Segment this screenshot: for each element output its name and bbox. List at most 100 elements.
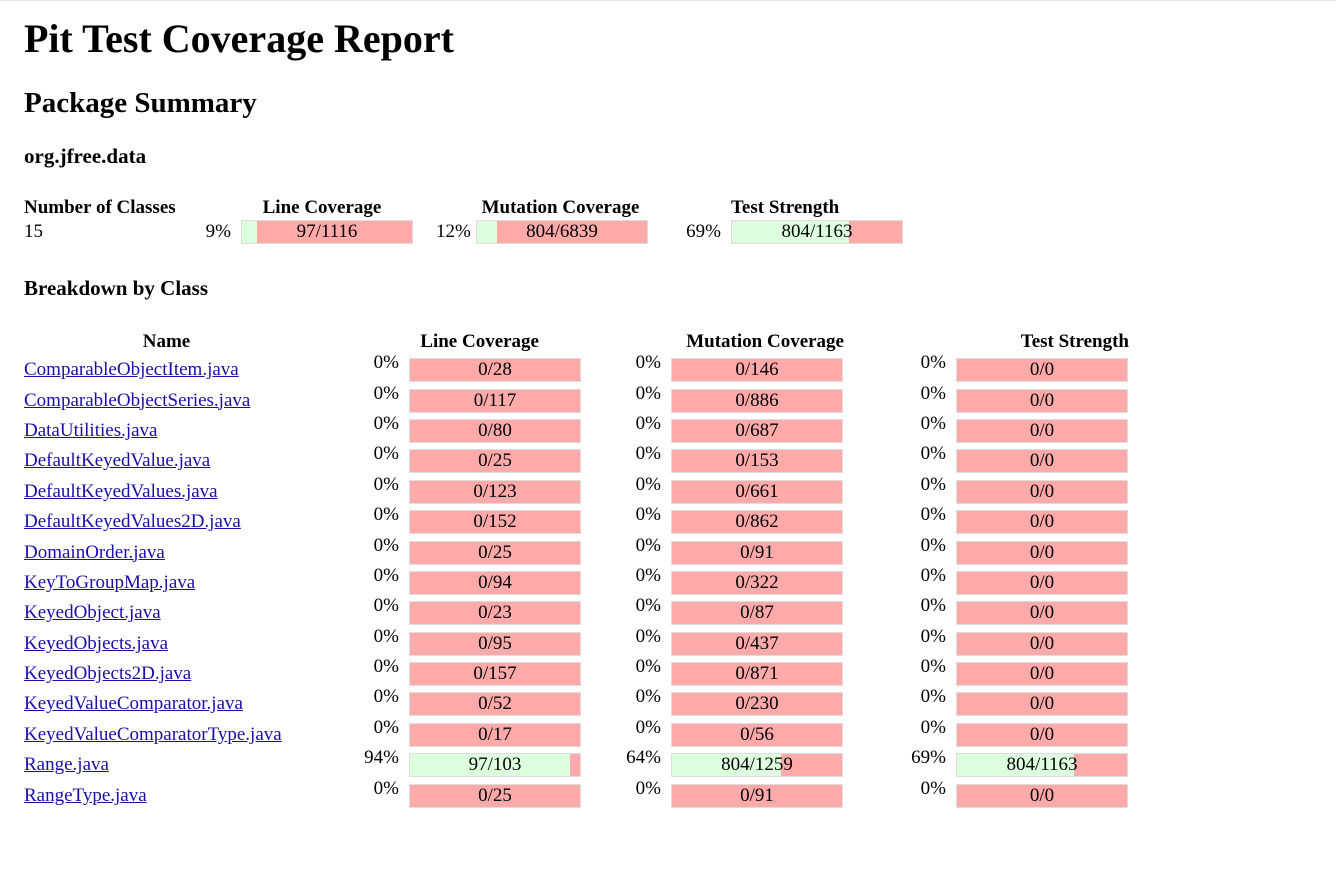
class-strength-pct: 0% [920, 412, 946, 434]
class-strength-bar: 0/0 [956, 540, 1128, 565]
class-line-label: 0/157 [473, 663, 517, 685]
class-mutation-label: 0/146 [735, 359, 779, 381]
class-mutation-pct: 0% [635, 686, 661, 708]
class-line-pct: 0% [373, 473, 399, 495]
class-line-label: 0/94 [478, 571, 512, 593]
class-strength-cell: 0% 0/0 [874, 595, 1187, 628]
class-line-cell: 0% 0/123 [309, 473, 589, 507]
class-link[interactable]: DataUtilities.java [24, 419, 158, 441]
class-link[interactable]: DefaultKeyedValues2D.java [24, 511, 241, 533]
class-line-label: 0/17 [478, 723, 512, 745]
class-strength-cell: 0% 0/0 [874, 535, 1187, 567]
class-strength-label: 0/0 [1029, 389, 1055, 411]
class-mutation-pct: 0% [635, 777, 661, 799]
summary-strength-cell: 69% 804/1163 [686, 219, 961, 245]
class-mutation-bar: 0/91 [671, 783, 843, 808]
class-line-bar: 0/52 [409, 692, 581, 717]
summary-strength-pct: 69% [686, 221, 721, 242]
class-mutation-pct: 0% [635, 504, 661, 526]
class-mutation-pct: 0% [635, 473, 661, 495]
class-strength-cell: 0% 0/0 [874, 412, 1187, 446]
class-line-cell: 0% 0/28 [309, 352, 589, 385]
class-link[interactable]: Range.java [24, 754, 109, 776]
summary-mutation-pct: 12% [436, 221, 471, 242]
breakdown-title: Breakdown by Class [24, 276, 208, 300]
class-link[interactable]: KeyedValueComparatorType.java [24, 723, 282, 745]
class-line-bar: 0/152 [409, 510, 581, 535]
class-line-pct: 0% [373, 777, 399, 799]
class-strength-bar: 0/0 [956, 722, 1128, 747]
class-line-label: 0/152 [473, 511, 517, 533]
class-line-cell: 0% 0/52 [309, 686, 589, 719]
class-strength-bar: 0/0 [956, 631, 1128, 656]
class-line-cell: 0% 0/25 [309, 443, 589, 476]
class-mutation-label: 0/871 [735, 663, 779, 685]
table-row: ComparableObjectSeries.java 0% 0/117 0% 0/88… [24, 383, 1187, 415]
class-mutation-pct: 0% [635, 595, 661, 617]
class-link[interactable]: KeyedObject.java [24, 602, 161, 624]
class-line-bar: 0/94 [409, 570, 581, 595]
class-name-cell: DefaultKeyedValues.java [24, 477, 309, 507]
class-line-fill [410, 754, 570, 777]
class-mutation-label: 0/437 [735, 632, 779, 654]
class-link[interactable]: KeyedObjects.java [24, 632, 169, 654]
class-mutation-label: 0/322 [735, 571, 779, 593]
class-line-label: 0/25 [478, 450, 512, 472]
class-mutation-label: 0/56 [740, 723, 774, 745]
class-mutation-cell: 0% 0/56 [589, 717, 874, 750]
class-mutation-label: 0/153 [735, 450, 779, 472]
header-test-strength: Test Strength [731, 197, 840, 218]
class-mutation-label: 0/91 [740, 541, 774, 563]
class-mutation-cell: 0% 0/886 [589, 383, 874, 415]
class-link[interactable]: KeyedObjects2D.java [24, 663, 192, 685]
class-strength-bar: 0/0 [956, 510, 1128, 535]
class-strength-pct: 0% [920, 564, 946, 586]
class-link[interactable]: DefaultKeyedValue.java [24, 450, 211, 472]
summary-mutation-bar: 804/6839 [476, 220, 648, 244]
class-line-pct: 0% [373, 352, 399, 374]
table-row: RangeType.java 0% 0/25 0% 0/91 0% 0/0 [24, 777, 1187, 810]
class-mutation-bar: 804/1259 [671, 753, 843, 778]
class-link[interactable]: KeyedValueComparator.java [24, 693, 243, 715]
class-line-bar: 0/25 [409, 783, 581, 808]
class-link[interactable]: DomainOrder.java [24, 541, 165, 563]
class-line-cell: 0% 0/17 [309, 717, 589, 750]
class-mutation-pct: 0% [635, 656, 661, 678]
class-mutation-bar: 0/687 [671, 418, 843, 443]
summary-mutation-label: 804/6839 [526, 221, 598, 242]
class-strength-label: 804/1163 [1006, 754, 1078, 776]
class-strength-label: 0/0 [1029, 571, 1055, 593]
class-strength-pct: 0% [920, 777, 946, 799]
table-row: Range.java 94% 97/103 64% 804/1259 69% 804/116… [24, 747, 1187, 780]
class-mutation-pct: 0% [635, 625, 661, 647]
class-strength-bar: 0/0 [956, 692, 1128, 717]
class-line-pct: 0% [373, 625, 399, 647]
table-row: KeyedObjects2D.java 0% 0/157 0% 0/871 0% 0/0 [24, 656, 1187, 689]
class-mutation-pct: 64% [626, 747, 661, 769]
header-number-of-classes: Number of Classes [24, 197, 176, 218]
class-name-cell: DefaultKeyedValue.java [24, 446, 309, 476]
class-strength-label: 0/0 [1029, 359, 1055, 381]
table-row: DefaultKeyedValue.java 0% 0/25 0% 0/153 0% 0/0 [24, 443, 1187, 476]
class-mutation-label: 804/1259 [721, 754, 793, 776]
class-link[interactable]: RangeType.java [24, 784, 147, 806]
class-mutation-pct: 0% [635, 534, 661, 556]
class-link[interactable]: ComparableObjectItem.java [24, 359, 239, 381]
class-link[interactable]: DefaultKeyedValues.java [24, 480, 218, 502]
class-line-cell: 0% 0/25 [309, 535, 589, 567]
class-line-pct: 94% [364, 747, 399, 769]
class-line-bar: 0/157 [409, 662, 581, 687]
class-strength-cell: 0% 0/0 [874, 626, 1187, 659]
class-line-bar: 0/25 [409, 449, 581, 474]
class-line-label: 0/25 [478, 784, 512, 806]
header-class-line-coverage: Line Coverage [420, 331, 539, 352]
class-strength-bar: 0/0 [956, 601, 1128, 626]
class-link[interactable]: ComparableObjectSeries.java [24, 389, 251, 411]
class-strength-bar: 0/0 [956, 388, 1128, 413]
class-mutation-bar: 0/91 [671, 540, 843, 565]
class-link[interactable]: KeyToGroupMap.java [24, 571, 196, 593]
class-line-bar: 0/117 [409, 388, 581, 413]
class-mutation-cell: 0% 0/871 [589, 656, 874, 689]
table-row: DataUtilities.java 0% 0/80 0% 0/687 0% 0/0 [24, 412, 1187, 446]
page-title: Pit Test Coverage Report [24, 16, 454, 61]
